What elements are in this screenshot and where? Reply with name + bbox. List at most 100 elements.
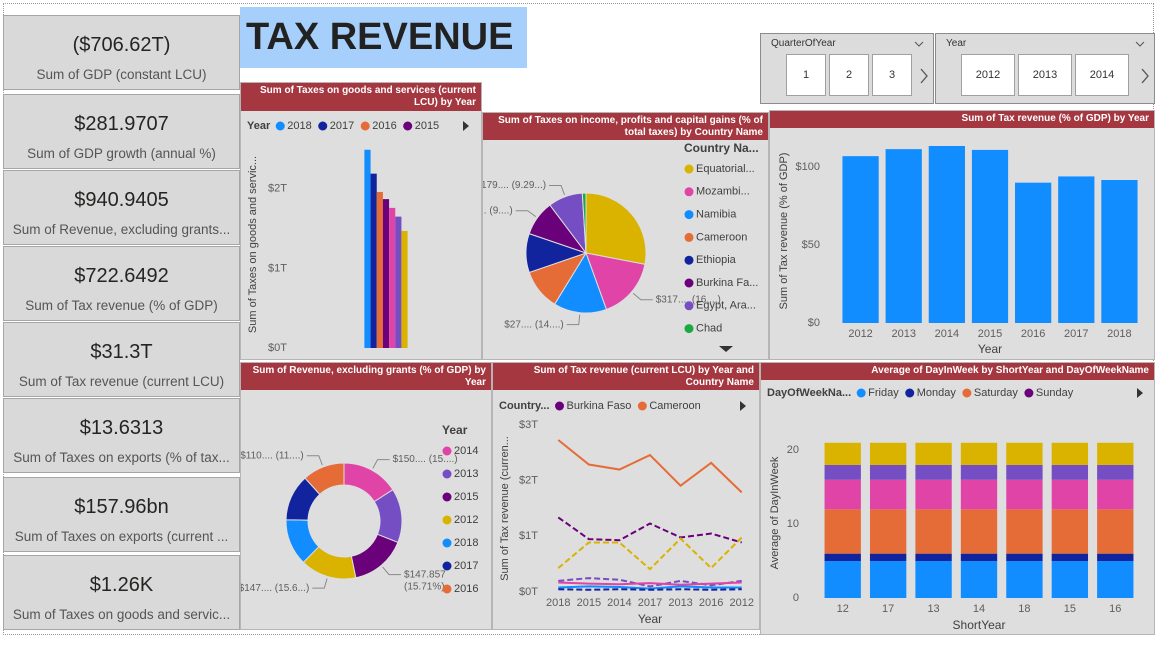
kpi-value: $13.6313	[79, 417, 164, 439]
kpi-card: $281.9707 Sum of GDP growth (annual %)	[3, 94, 240, 169]
bar	[1015, 182, 1052, 323]
bar-segment	[869, 509, 907, 554]
legend-label: Monday	[917, 387, 957, 399]
bar-segment	[869, 553, 907, 562]
line-series	[558, 585, 742, 590]
kpi-value: $31.3T	[90, 341, 153, 363]
legend-marker	[442, 469, 452, 479]
dashboard-title: TAX REVENUE	[240, 7, 527, 68]
y-tick-label: $0	[808, 317, 820, 329]
line-series	[558, 581, 742, 586]
bar-segment	[824, 442, 861, 465]
next-arrow[interactable]	[1141, 68, 1149, 84]
legend-label: 2012	[454, 514, 478, 526]
kpi-label: Sum of Tax revenue (current LCU)	[18, 374, 225, 389]
legend-label: 2016	[372, 120, 396, 132]
slicer: QuarterOfYear 1 2 3	[760, 33, 934, 104]
x-tick-label: 2018	[1107, 328, 1131, 340]
legend-label: Namibia	[696, 209, 737, 221]
legend-scroll-arrow[interactable]	[740, 401, 746, 411]
legend-label: Burkina Faso	[567, 400, 632, 412]
data-label: $179.... (9.29...)	[483, 180, 546, 191]
legend-title: Country Na...	[684, 141, 759, 155]
x-axis-title: ShortYear	[953, 618, 1006, 632]
legend-label: Ethiopia	[696, 254, 737, 266]
bar-segment	[915, 561, 952, 598]
legend-label: Burkina Fa...	[696, 277, 758, 289]
bar-segment	[1051, 479, 1089, 510]
data-label: $147.... (15.6...)	[241, 583, 309, 594]
kpi-label: Sum of GDP growth (annual %)	[27, 146, 216, 161]
x-tick-label: 13	[927, 603, 939, 615]
y-tick-label: $2T	[268, 183, 287, 195]
legend-marker	[442, 584, 452, 594]
bar-segment	[960, 479, 998, 510]
bar	[971, 149, 1009, 323]
legend-marker	[442, 492, 452, 502]
leader-line	[372, 459, 390, 469]
chart: 0 10 20 Average of DayInWeek ShortYear 12 17 13…	[767, 387, 1143, 632]
chart: $0T $1T $2T $3T Sum of Tax revenue (curren..…	[499, 400, 754, 626]
y-tick-label: $0T	[268, 342, 287, 354]
slicer-item[interactable]: 2	[829, 54, 869, 96]
bar-segment	[915, 442, 952, 465]
chart: $317.... (16....) $27.... (14....) $18....…	[483, 141, 759, 352]
dropdown-chevron	[1135, 41, 1145, 47]
slicer-item[interactable]: 3	[872, 54, 912, 96]
slicer-item[interactable]: 1	[786, 54, 826, 96]
legend-label: Egypt, Ara...	[696, 300, 756, 312]
y-axis-title: Sum of Tax revenue (curren...	[499, 436, 511, 581]
chart: $0 $50 $100 Sum of Tax revenue (% of GDP) Ye…	[778, 146, 1138, 356]
y-tick-label: $50	[802, 239, 820, 251]
legend-marker	[684, 210, 694, 220]
bar-segment	[869, 479, 907, 510]
legend-marker	[318, 121, 328, 131]
kpi-label: Sum of Revenue, excluding grants...	[12, 222, 231, 237]
bar-segment	[915, 479, 952, 510]
bar	[376, 191, 383, 348]
chart-title: Sum of Tax revenue (% of GDP) by Year	[770, 111, 1154, 128]
kpi-card: $940.9405 Sum of Revenue, excluding grant…	[3, 170, 240, 245]
kpi-card: ($706.62T) Sum of GDP (constant LCU)	[3, 15, 240, 90]
bar	[401, 230, 408, 348]
y-axis-title: Average of DayInWeek	[769, 456, 781, 569]
kpi-card: $157.96bn Sum of Taxes on exports (curren…	[3, 477, 240, 552]
x-tick-label: 2012	[729, 597, 753, 609]
kpi-card: $722.6492 Sum of Tax revenue (% of GDP)	[3, 246, 240, 321]
slice	[581, 192, 587, 254]
bar	[885, 149, 922, 323]
legend-scroll-arrow[interactable]	[1137, 388, 1143, 398]
bar-segment	[824, 553, 861, 562]
legend-marker	[905, 388, 915, 398]
legend-label: 2016	[454, 583, 478, 595]
slicer-item[interactable]: 2013	[1018, 54, 1072, 96]
legend-scroll-arrow[interactable]	[719, 346, 733, 352]
legend-label: Chad	[696, 323, 722, 335]
bar-segment	[915, 509, 952, 554]
legend-scroll-arrow[interactable]	[463, 121, 469, 131]
line-series	[557, 536, 743, 571]
chart-panel: Sum of Taxes on income, profits and capi…	[482, 112, 769, 360]
x-tick-label: 2016	[699, 597, 723, 609]
chart-title: Sum of Taxes on goods and services (curr…	[241, 83, 481, 111]
x-tick-label: 2014	[935, 328, 959, 340]
next-arrow[interactable]	[920, 68, 928, 84]
bar	[382, 199, 390, 348]
bar-segment	[1097, 464, 1134, 480]
chart: $150.... (15....) $147.857 (15.71%) $147..…	[241, 423, 478, 595]
slicer-icons	[914, 41, 928, 84]
kpi-value: $281.9707	[74, 113, 169, 135]
data-label: $147.857 (15.71%)	[404, 569, 449, 592]
slicer-item[interactable]: 2014	[1075, 54, 1129, 96]
legend-marker	[1024, 388, 1034, 398]
bar-segment	[1051, 561, 1089, 598]
x-axis-title: Year	[638, 612, 662, 626]
x-tick-label: 15	[1064, 603, 1076, 615]
bar-segment	[1006, 479, 1043, 510]
bar	[364, 149, 371, 348]
slicer-item[interactable]: 2012	[961, 54, 1015, 96]
slice	[350, 533, 399, 579]
x-tick-label: 2013	[668, 597, 692, 609]
legend-marker	[403, 121, 413, 131]
kpi-card: $1.26K Sum of Taxes on goods and servic..…	[3, 555, 240, 630]
